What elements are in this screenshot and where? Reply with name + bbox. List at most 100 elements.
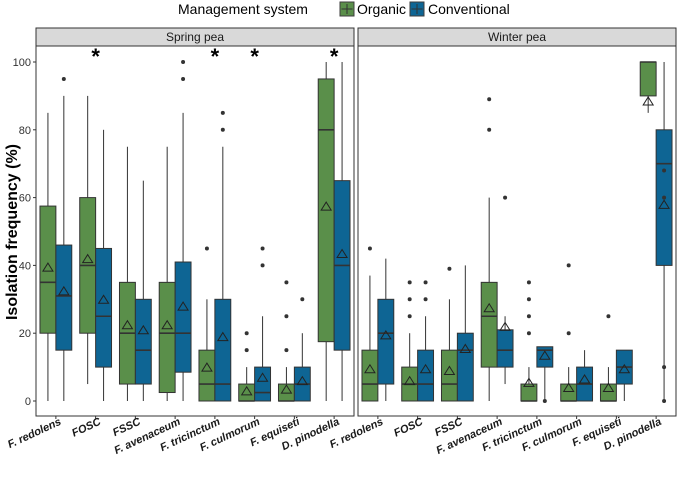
mean-marker-spring-pea-d-pinodella-conventional <box>336 248 348 259</box>
outlier-winter-pea-f-tricinctum-organic <box>526 297 531 302</box>
outlier-winter-pea-fosc-organic <box>407 297 412 302</box>
outlier-winter-pea-d-pinodella-conventional <box>662 195 667 200</box>
mean-marker-spring-pea-f-redolens-conventional <box>57 285 70 296</box>
outlier-spring-pea-f-culmorum-organic <box>244 331 249 336</box>
mean-marker-winter-pea-f-avenaceum-conventional <box>499 321 511 331</box>
mean-marker-winter-pea-f-avenaceum-organic <box>483 302 496 313</box>
box-winter-pea-fssc-organic <box>440 349 458 402</box>
outlier-spring-pea-f-redolens-conventional <box>61 76 66 81</box>
box-winter-pea-f-avenaceum-conventional <box>496 329 514 368</box>
mean-marker-winter-pea-f-tricinctum-organic <box>523 377 535 387</box>
significance-star-fosc: * <box>91 44 100 69</box>
box-winter-pea-f-tricinctum-conventional <box>536 346 554 368</box>
outlier-spring-pea-f-equiseti-organic <box>284 280 289 285</box>
y-tick-label: 20 <box>19 328 31 340</box>
mean-marker-winter-pea-d-pinodella-organic <box>642 96 655 106</box>
outlier-winter-pea-f-redolens-organic <box>367 246 372 251</box>
significance-star-f-tricinctum: * <box>211 44 220 69</box>
box-winter-pea-f-avenaceum-organic <box>480 281 498 368</box>
legend-label-organic: Organic <box>357 1 406 17</box>
outlier-winter-pea-f-avenaceum-organic <box>487 97 492 102</box>
significance-star-d-pinodella: * <box>330 44 339 69</box>
mean-marker-winter-pea-f-culmorum-organic <box>562 382 575 392</box>
box-winter-pea-fssc-conventional <box>456 332 474 402</box>
outlier-spring-pea-f-avenaceum-conventional <box>181 76 186 81</box>
outlier-winter-pea-f-tricinctum-organic <box>526 331 531 336</box>
outlier-winter-pea-fosc-organic <box>407 314 412 319</box>
mean-marker-spring-pea-fssc-organic <box>121 319 134 330</box>
outlier-winter-pea-f-equiseti-organic <box>606 314 611 319</box>
outlier-spring-pea-f-culmorum-conventional <box>260 263 265 268</box>
box-spring-pea-fssc-conventional <box>134 298 152 385</box>
mean-marker-spring-pea-f-avenaceum-conventional <box>177 301 189 311</box>
outlier-spring-pea-f-avenaceum-conventional <box>181 60 186 64</box>
box-spring-pea-f-avenaceum-conventional <box>174 261 192 373</box>
outlier-spring-pea-f-culmorum-organic <box>244 348 249 353</box>
outlier-winter-pea-f-culmorum-organic <box>566 263 571 268</box>
y-tick-label: 100 <box>13 57 31 69</box>
box-winter-pea-f-redolens-organic <box>361 349 379 402</box>
outlier-spring-pea-f-tricinctum-conventional <box>220 127 225 132</box>
legend-title: Management system <box>178 1 308 17</box>
outlier-winter-pea-d-pinodella-conventional <box>662 168 667 173</box>
outlier-spring-pea-f-equiseti-organic <box>284 314 289 319</box>
mean-marker-winter-pea-fssc-organic <box>443 365 456 375</box>
mean-marker-winter-pea-fosc-conventional <box>419 363 432 374</box>
box-spring-pea-f-tricinctum-conventional <box>214 298 232 402</box>
outlier-winter-pea-fosc-conventional <box>423 297 428 302</box>
mean-marker-spring-pea-f-culmorum-conventional <box>256 372 269 382</box>
y-tick-label: 40 <box>19 260 31 272</box>
y-tick-label: 60 <box>19 193 31 205</box>
mean-marker-winter-pea-f-tricinctum-conventional <box>538 350 551 360</box>
mean-marker-winter-pea-fssc-conventional <box>459 343 472 353</box>
mean-marker-winter-pea-f-equiseti-organic <box>602 382 615 392</box>
box-spring-pea-f-redolens-conventional <box>55 244 73 351</box>
mean-marker-spring-pea-f-avenaceum-organic <box>161 319 174 330</box>
strip-label-winter-pea: Winter pea <box>488 30 546 44</box>
mean-marker-spring-pea-f-equiseti-organic <box>280 384 293 394</box>
outlier-winter-pea-f-culmorum-organic <box>566 331 571 336</box>
outlier-winter-pea-f-avenaceum-conventional <box>503 195 508 200</box>
y-axis-label: Isolation frequency (%) <box>4 144 21 320</box>
box-spring-pea-f-equiseti-organic <box>277 383 295 402</box>
legend: Management system Organic Conventional <box>178 1 510 17</box>
y-tick-label: 0 <box>25 396 31 408</box>
outlier-winter-pea-f-avenaceum-organic <box>487 127 492 132</box>
outlier-spring-pea-f-equiseti-organic <box>284 348 289 353</box>
outlier-winter-pea-fssc-organic <box>447 266 452 271</box>
box-winter-pea-f-culmorum-organic <box>560 383 578 402</box>
mean-marker-spring-pea-f-redolens-organic <box>42 262 54 272</box>
outlier-winter-pea-fosc-conventional <box>423 280 428 285</box>
legend-key-conventional-icon <box>411 4 423 14</box>
outlier-spring-pea-f-tricinctum-organic <box>204 246 209 251</box>
mean-marker-winter-pea-f-equiseti-conventional <box>618 363 631 374</box>
outlier-winter-pea-fosc-organic <box>407 280 412 285</box>
box-winter-pea-f-equiseti-organic <box>599 383 617 402</box>
mean-marker-spring-pea-f-culmorum-organic <box>240 385 253 396</box>
mean-marker-spring-pea-d-pinodella-organic <box>320 201 333 211</box>
mean-marker-winter-pea-f-redolens-organic <box>364 363 376 374</box>
y-tick-label: 80 <box>19 125 31 137</box>
box-winter-pea-fosc-conventional <box>417 349 435 402</box>
mean-marker-spring-pea-f-equiseti-conventional <box>296 375 309 386</box>
mean-marker-spring-pea-fssc-conventional <box>137 324 150 335</box>
significance-star-f-culmorum: * <box>250 44 259 69</box>
mean-marker-spring-pea-f-tricinctum-organic <box>201 362 213 372</box>
outlier-winter-pea-d-pinodella-conventional <box>662 365 667 370</box>
mean-marker-winter-pea-d-pinodella-conventional <box>658 199 670 209</box>
outlier-winter-pea-d-pinodella-conventional <box>662 399 667 403</box>
mean-marker-winter-pea-fosc-organic <box>403 375 416 386</box>
outlier-spring-pea-f-culmorum-conventional <box>260 246 265 251</box>
mean-marker-winter-pea-f-culmorum-conventional <box>578 374 591 384</box>
box-spring-pea-f-culmorum-conventional <box>254 366 272 402</box>
mean-marker-spring-pea-fosc-conventional <box>97 294 110 304</box>
mean-marker-winter-pea-f-redolens-conventional <box>379 329 392 340</box>
box-spring-pea-fosc-conventional <box>95 247 113 368</box>
mean-marker-spring-pea-f-tricinctum-conventional <box>216 331 229 342</box>
mean-marker-spring-pea-fosc-organic <box>81 253 94 264</box>
outlier-winter-pea-f-tricinctum-organic <box>526 280 531 285</box>
